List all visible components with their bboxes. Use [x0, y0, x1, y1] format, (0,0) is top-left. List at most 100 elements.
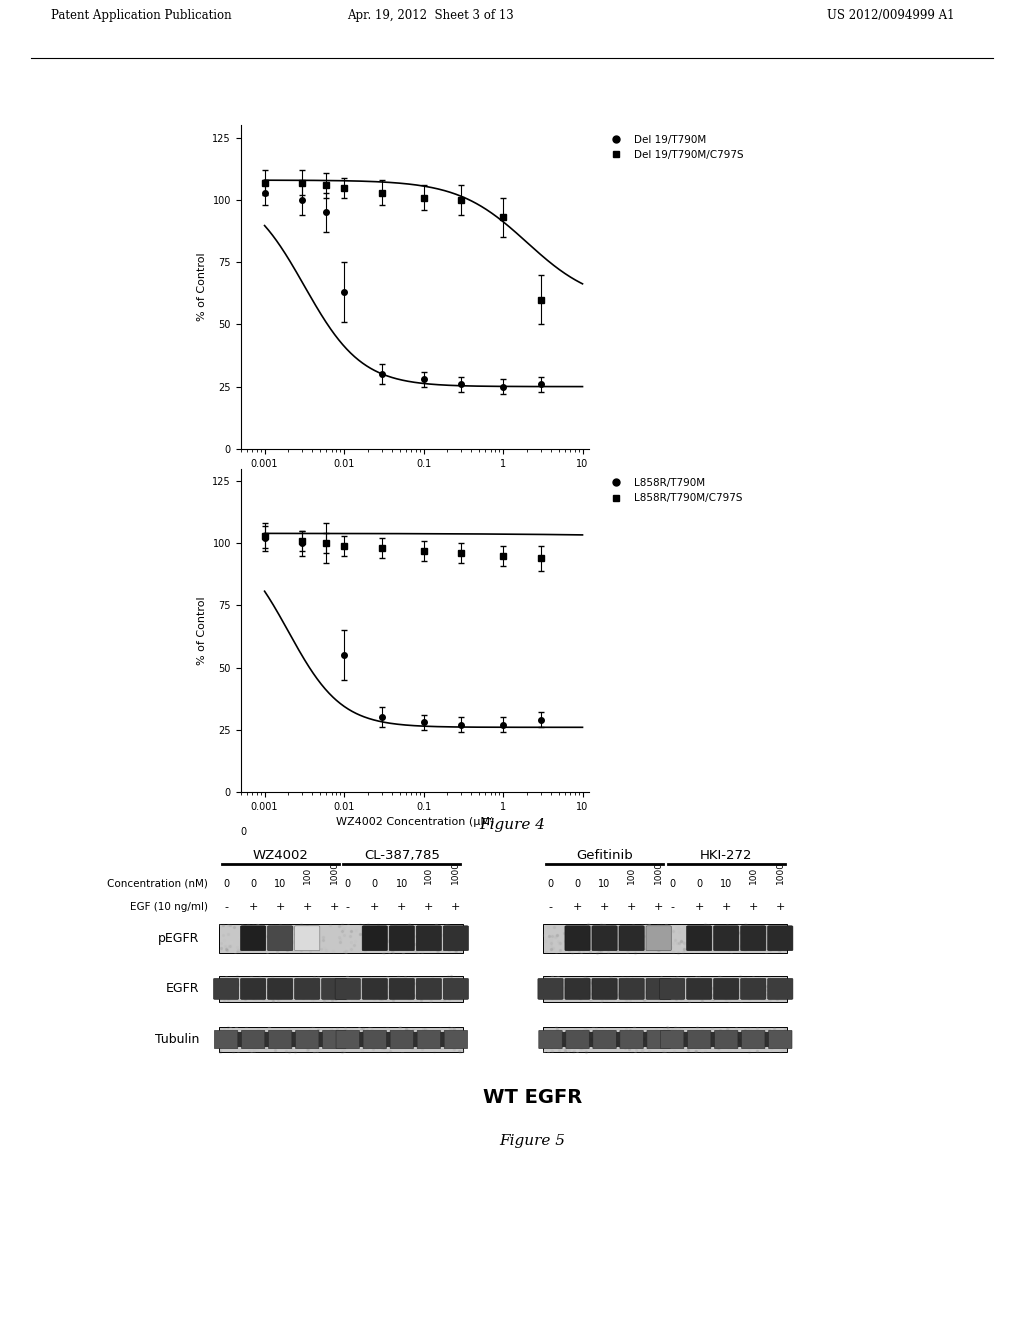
- FancyBboxPatch shape: [714, 978, 739, 999]
- FancyBboxPatch shape: [620, 1031, 643, 1048]
- FancyBboxPatch shape: [268, 1031, 292, 1048]
- X-axis label: WZ4002 Concentration (μM): WZ4002 Concentration (μM): [336, 474, 494, 484]
- FancyBboxPatch shape: [214, 1031, 238, 1048]
- Text: 0: 0: [241, 483, 247, 494]
- FancyBboxPatch shape: [443, 925, 469, 950]
- FancyBboxPatch shape: [714, 925, 739, 950]
- FancyBboxPatch shape: [389, 978, 415, 999]
- Text: 0: 0: [696, 879, 702, 888]
- Y-axis label: % of Control: % of Control: [197, 597, 207, 664]
- FancyBboxPatch shape: [740, 925, 766, 950]
- Text: 1000: 1000: [452, 861, 461, 884]
- FancyBboxPatch shape: [362, 925, 387, 950]
- FancyBboxPatch shape: [267, 978, 293, 999]
- Text: +: +: [572, 902, 583, 912]
- Text: EGF (10 ng/ml): EGF (10 ng/ml): [130, 902, 208, 912]
- Text: +: +: [302, 902, 312, 912]
- Text: +: +: [275, 902, 285, 912]
- Bar: [544, 924, 787, 953]
- Text: -: -: [346, 902, 350, 912]
- Text: +: +: [249, 902, 258, 912]
- Legend: Del 19/T790M, Del 19/T790M/C797S: Del 19/T790M, Del 19/T790M/C797S: [601, 131, 749, 164]
- FancyBboxPatch shape: [741, 1031, 765, 1048]
- FancyBboxPatch shape: [444, 1031, 468, 1048]
- FancyBboxPatch shape: [659, 978, 685, 999]
- FancyBboxPatch shape: [715, 1031, 738, 1048]
- FancyBboxPatch shape: [295, 925, 319, 950]
- FancyBboxPatch shape: [241, 925, 266, 950]
- Text: +: +: [370, 902, 380, 912]
- Text: Apr. 19, 2012  Sheet 3 of 13: Apr. 19, 2012 Sheet 3 of 13: [347, 9, 513, 21]
- FancyBboxPatch shape: [566, 1031, 589, 1048]
- FancyBboxPatch shape: [296, 1031, 318, 1048]
- Text: 1000: 1000: [654, 861, 664, 884]
- Text: +: +: [627, 902, 636, 912]
- Legend: L858R/T790M, L858R/T790M/C797S: L858R/T790M, L858R/T790M/C797S: [601, 474, 746, 507]
- Text: 0: 0: [223, 879, 229, 888]
- FancyBboxPatch shape: [592, 925, 617, 950]
- FancyBboxPatch shape: [646, 925, 672, 950]
- FancyBboxPatch shape: [389, 925, 415, 950]
- Text: Gefitinib: Gefitinib: [577, 849, 633, 862]
- Text: 1000: 1000: [330, 861, 339, 884]
- Text: HKI-272: HKI-272: [700, 849, 753, 862]
- Bar: [219, 924, 463, 953]
- FancyBboxPatch shape: [335, 978, 360, 999]
- FancyBboxPatch shape: [565, 925, 590, 950]
- FancyBboxPatch shape: [593, 1031, 616, 1048]
- Text: WZ4002: WZ4002: [252, 849, 308, 862]
- FancyBboxPatch shape: [769, 1031, 792, 1048]
- FancyBboxPatch shape: [740, 978, 766, 999]
- Bar: [219, 1027, 463, 1052]
- FancyBboxPatch shape: [416, 978, 441, 999]
- Text: +: +: [775, 902, 785, 912]
- FancyBboxPatch shape: [618, 925, 644, 950]
- Text: +: +: [330, 902, 339, 912]
- Text: +: +: [694, 902, 703, 912]
- FancyBboxPatch shape: [443, 978, 469, 999]
- FancyBboxPatch shape: [618, 978, 644, 999]
- Text: +: +: [749, 902, 758, 912]
- Text: +: +: [654, 902, 664, 912]
- FancyBboxPatch shape: [538, 978, 563, 999]
- FancyBboxPatch shape: [686, 978, 712, 999]
- FancyBboxPatch shape: [768, 978, 793, 999]
- Text: WT EGFR: WT EGFR: [483, 1089, 582, 1107]
- FancyBboxPatch shape: [242, 1031, 265, 1048]
- FancyBboxPatch shape: [213, 978, 239, 999]
- Bar: [223, 1031, 459, 1048]
- Text: +: +: [600, 902, 609, 912]
- Text: US 2012/0094999 A1: US 2012/0094999 A1: [827, 9, 954, 21]
- FancyBboxPatch shape: [687, 1031, 711, 1048]
- FancyBboxPatch shape: [686, 925, 712, 950]
- Text: -: -: [224, 902, 228, 912]
- Text: +: +: [424, 902, 433, 912]
- FancyBboxPatch shape: [539, 1031, 562, 1048]
- Text: 0: 0: [241, 826, 247, 837]
- FancyBboxPatch shape: [241, 978, 266, 999]
- FancyBboxPatch shape: [768, 925, 793, 950]
- FancyBboxPatch shape: [417, 1031, 440, 1048]
- Bar: [544, 977, 787, 1002]
- Text: 0: 0: [345, 879, 351, 888]
- Text: 100: 100: [627, 866, 636, 884]
- Text: Tubulin: Tubulin: [155, 1034, 199, 1045]
- Text: Concentration (nM): Concentration (nM): [108, 879, 208, 888]
- FancyBboxPatch shape: [592, 978, 617, 999]
- Text: 1000: 1000: [776, 861, 784, 884]
- Text: Figure 4: Figure 4: [479, 818, 545, 832]
- FancyBboxPatch shape: [660, 1031, 684, 1048]
- FancyBboxPatch shape: [565, 978, 590, 999]
- Text: 0: 0: [548, 879, 554, 888]
- X-axis label: WZ4002 Concentration (μM): WZ4002 Concentration (μM): [336, 817, 494, 828]
- FancyBboxPatch shape: [647, 1031, 671, 1048]
- FancyBboxPatch shape: [322, 978, 347, 999]
- FancyBboxPatch shape: [364, 1031, 386, 1048]
- FancyBboxPatch shape: [416, 925, 441, 950]
- Text: 0: 0: [250, 879, 256, 888]
- Bar: [544, 1027, 787, 1052]
- FancyBboxPatch shape: [267, 925, 293, 950]
- Text: +: +: [397, 902, 407, 912]
- Text: +: +: [722, 902, 731, 912]
- FancyBboxPatch shape: [336, 1031, 359, 1048]
